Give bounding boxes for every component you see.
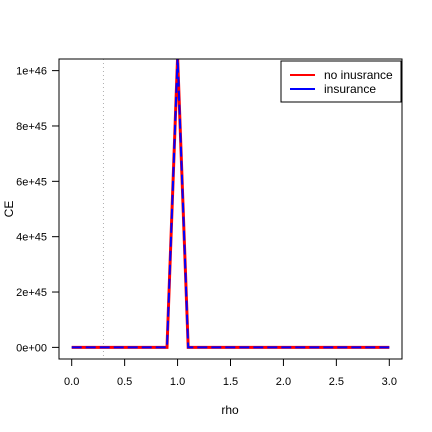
y-tick-label: 1e+46 [16,66,47,78]
y-axis-title: CE [2,201,16,218]
y-axis: 0e+00 2e+45 4e+45 6e+45 8e+45 1e+46 [16,66,60,354]
series-line-2 [71,59,390,349]
x-tick-label: 0.0 [64,376,79,388]
y-tick-label: 2e+45 [16,287,47,299]
series-lines [71,59,390,349]
plot-frame [58,58,403,360]
x-tick-label: 1.5 [223,376,238,388]
x-tick-label: 1.0 [170,376,185,388]
x-tick-label: 2.0 [276,376,291,388]
y-tick-label: 0e+00 [16,342,47,354]
x-tick-label: 2.5 [329,376,344,388]
legend-box [280,60,402,103]
x-axis-title: rho [221,403,239,417]
x-axis: 0.0 0.5 1.0 1.5 2.0 2.5 3.0 [64,358,397,388]
y-tick-label: 6e+45 [16,176,47,188]
legend-label-2: insurance [324,82,376,96]
y-tick-label: 4e+45 [16,232,47,244]
x-tick-label: 0.5 [117,376,132,388]
x-tick-label: 3.0 [382,376,397,388]
legend-label-1: no inusrance [324,68,393,82]
y-tick-label: 8e+45 [16,121,47,133]
